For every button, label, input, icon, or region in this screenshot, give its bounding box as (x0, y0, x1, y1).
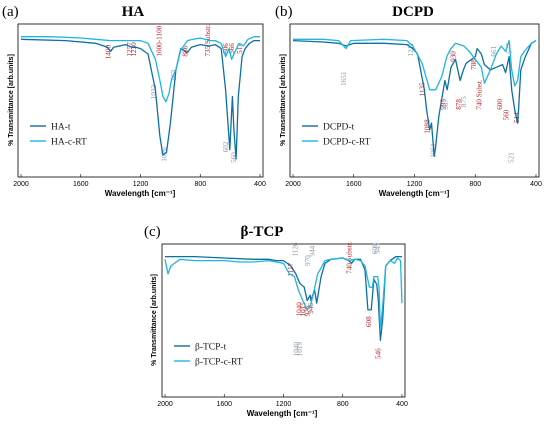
panel-a-peak-label: 511 (236, 43, 244, 54)
panel-a-xtick-label: 800 (194, 181, 206, 188)
panel-a-series-ha-t (20, 38, 260, 160)
panel-b-xtick-label: 1200 (407, 181, 423, 188)
panel-b-peak-label: 987 (442, 99, 450, 110)
panel-b-xtick-label: 400 (530, 181, 542, 188)
panel-a-legend-label: HA-t (51, 123, 71, 133)
panel-a-peak-label: 1257 (126, 42, 134, 57)
panel-c: (c) β-TCP 111711269709441040101597694610… (144, 224, 408, 418)
panel-a-peak-label: 566 (228, 43, 236, 54)
panel-c-series-tcp-t (165, 255, 402, 342)
panel-b-peak-label: 1135 (418, 82, 426, 97)
panel-c-series-tcp-c-rt (164, 257, 403, 331)
panel-b-peak-label: 878 (455, 99, 463, 110)
panel-a-peak-label: 1032 (150, 84, 158, 99)
panel-b-peak-label: 875 (460, 96, 468, 107)
panel-b-letter: (b) (275, 4, 293, 20)
panel-b-legend-label: DCPD-t (323, 123, 355, 133)
panel-a-ylabel: % Transmittance [arb.units] (8, 54, 15, 146)
panel-b-series-dcpd-c-rt (293, 38, 537, 91)
panel-a-peak-label: 602 (222, 141, 230, 152)
panel-b: (b) DCPD 1651121111351088106199598793087… (275, 4, 542, 198)
panel-b-peak-label: 788 (470, 59, 478, 70)
panel-c-peak-label: 608 (365, 316, 373, 327)
panel-c-peak-label: 1040 (295, 302, 303, 317)
panel-b-xtick-label: 2000 (285, 181, 301, 188)
panel-c-peak-label: 1019 (296, 342, 304, 357)
panel-b-title: DCPD (392, 4, 434, 20)
panel-c-peak-label: 1015 (299, 302, 307, 317)
panel-b-peak-label: 661 (490, 45, 498, 56)
panel-c-legend-label: β-TCP-t (195, 343, 227, 353)
panel-c-peak-label: 944 (309, 245, 317, 256)
panel-c-peak-label: 545 (374, 243, 382, 254)
panel-b-xtick-label: 1600 (346, 181, 362, 188)
panel-b-peak-label: 560 (502, 109, 510, 120)
panel-c-peak-label: 946 (307, 303, 315, 314)
panel-c-letter: (c) (144, 224, 161, 240)
panel-a-xlabel: Wavelength [cm⁻¹] (105, 189, 176, 198)
panel-b-xlabel: Wavelength [cm⁻¹] (379, 189, 450, 198)
panel-c-peak-label: 970 (304, 255, 312, 266)
panel-a-peak-label: 1230 (130, 42, 138, 57)
panel-a-xtick-label: 1200 (133, 181, 149, 188)
panel-c-xtick-label: 400 (396, 401, 408, 408)
panel-b-peak-label: 740 Subst. (475, 79, 483, 110)
panel-a-xtick-label: 400 (254, 181, 266, 188)
panel-c-peak-label: 976 (303, 305, 311, 316)
panel-c-peak-label: 740 Substr. (346, 241, 354, 274)
panel-a-letter: (a) (2, 4, 19, 20)
panel-c-peak-label: 1117 (287, 262, 295, 276)
panel-b-peak-label: 995 (440, 99, 448, 110)
panel-c-xtick-label: 1200 (276, 401, 292, 408)
panel-c-ylabel: % Transmittance [arb.units] (151, 274, 158, 366)
panel-a-peak-label: 606 (222, 43, 230, 54)
panel-c-peak-label: 1126 (292, 242, 300, 257)
panel-b-series-dcpd-t (292, 39, 537, 157)
panel-b-xtick-label: 800 (469, 181, 481, 188)
panel-c-peak-label: 1040 (292, 342, 300, 357)
panel-c-xtick-label: 2000 (157, 401, 173, 408)
panel-b-ylabel: % Transmittance [arb.units] (280, 54, 287, 146)
panel-a-legend-label: HA-c-RT (51, 138, 87, 148)
panel-a-peak-label: 1400 (105, 45, 113, 60)
panel-c-title: β-TCP (241, 224, 284, 240)
panel-c-peak-label: 609 (371, 243, 379, 254)
panel-b-peak-label: 1651 (340, 71, 348, 86)
panel-c-xlabel: Wavelength [cm⁻¹] (247, 409, 318, 418)
panel-c-xtick-label: 1600 (217, 401, 233, 408)
panel-b-peak-label: 1088 (424, 119, 432, 134)
panel-a-xtick-label: 1600 (73, 181, 89, 188)
panel-c-legend: β-TCP-t β-TCP-c-RT (174, 343, 243, 368)
panel-a-peak-label: 560 (230, 152, 238, 163)
panel-a-xtick-label: 2000 (13, 181, 29, 188)
panel-b-peak-label: 600 (496, 99, 504, 110)
panel-b-peak-label: 521 (508, 152, 516, 163)
panel-c-xtick-label: 800 (337, 401, 349, 408)
panel-b-legend-label: DCPD-c-RT (323, 138, 371, 148)
panel-b-peak-label: 1211 (407, 42, 415, 57)
panel-a-peak-label: 1000-1100 (155, 25, 163, 56)
panel-c-peak-label: 546 (374, 348, 382, 359)
panel-a-title: HA (122, 4, 145, 20)
panel-a-series-ha-c-rt (21, 36, 260, 103)
panel-c-legend-label: β-TCP-c-RT (195, 358, 243, 368)
panel-a-legend: HA-t HA-c-RT (30, 123, 87, 148)
panel-b-peak-label: 930 (450, 51, 458, 62)
panel-b-legend: DCPD-t DCPD-c-RT (302, 123, 371, 148)
